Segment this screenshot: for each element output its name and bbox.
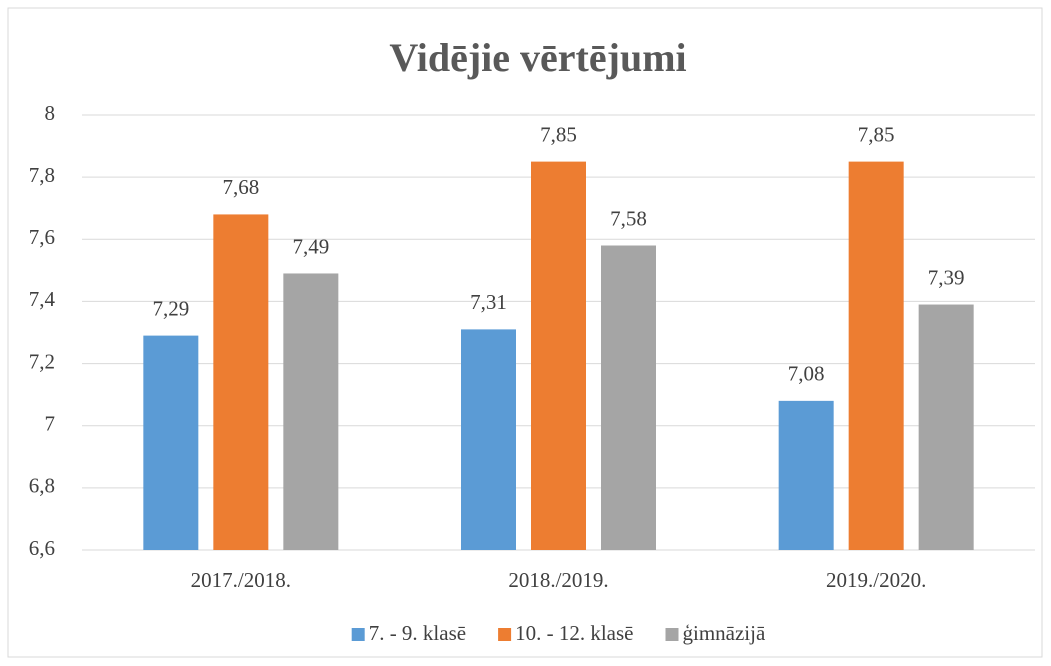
data-label: 7,29 (152, 296, 189, 320)
y-tick-label: 7 (45, 412, 56, 436)
bar (918, 304, 974, 550)
data-label: 7,31 (470, 290, 507, 314)
bar (848, 161, 904, 550)
chart-title: Vidējie vērtējumi (389, 35, 686, 80)
data-label: 7,68 (222, 175, 259, 199)
data-label: 7,49 (292, 234, 329, 258)
x-tick-label: 2017./2018. (191, 568, 291, 592)
bar (531, 161, 586, 550)
y-tick-label: 7,8 (29, 163, 55, 187)
data-label: 7,58 (610, 206, 647, 230)
y-tick-label: 6,8 (29, 474, 55, 498)
bar (601, 245, 656, 550)
data-label: 7,08 (788, 362, 825, 386)
legend-label: 7. - 9. klasē (369, 621, 466, 645)
y-tick-label: 7,6 (29, 225, 55, 249)
legend-label: 10. - 12. klasē (515, 621, 633, 645)
x-tick-label: 2018./2019. (508, 568, 608, 592)
y-tick-label: 8 (45, 101, 56, 125)
legend-swatch (498, 628, 512, 641)
bar (143, 335, 199, 550)
data-label: 7,39 (928, 265, 965, 289)
x-tick-label: 2019./2020. (826, 568, 926, 592)
y-tick-label: 6,6 (29, 536, 55, 560)
bar (283, 273, 339, 550)
legend-swatch (665, 628, 679, 641)
legend-label: ģimnāzijā (683, 621, 766, 645)
data-label: 7,85 (540, 122, 577, 146)
data-label: 7,85 (858, 122, 895, 146)
bar (461, 329, 516, 550)
y-tick-label: 7,4 (29, 287, 56, 311)
bar (213, 214, 269, 550)
bar (778, 400, 834, 550)
legend-swatch (351, 628, 365, 641)
y-tick-label: 7,2 (29, 349, 55, 373)
